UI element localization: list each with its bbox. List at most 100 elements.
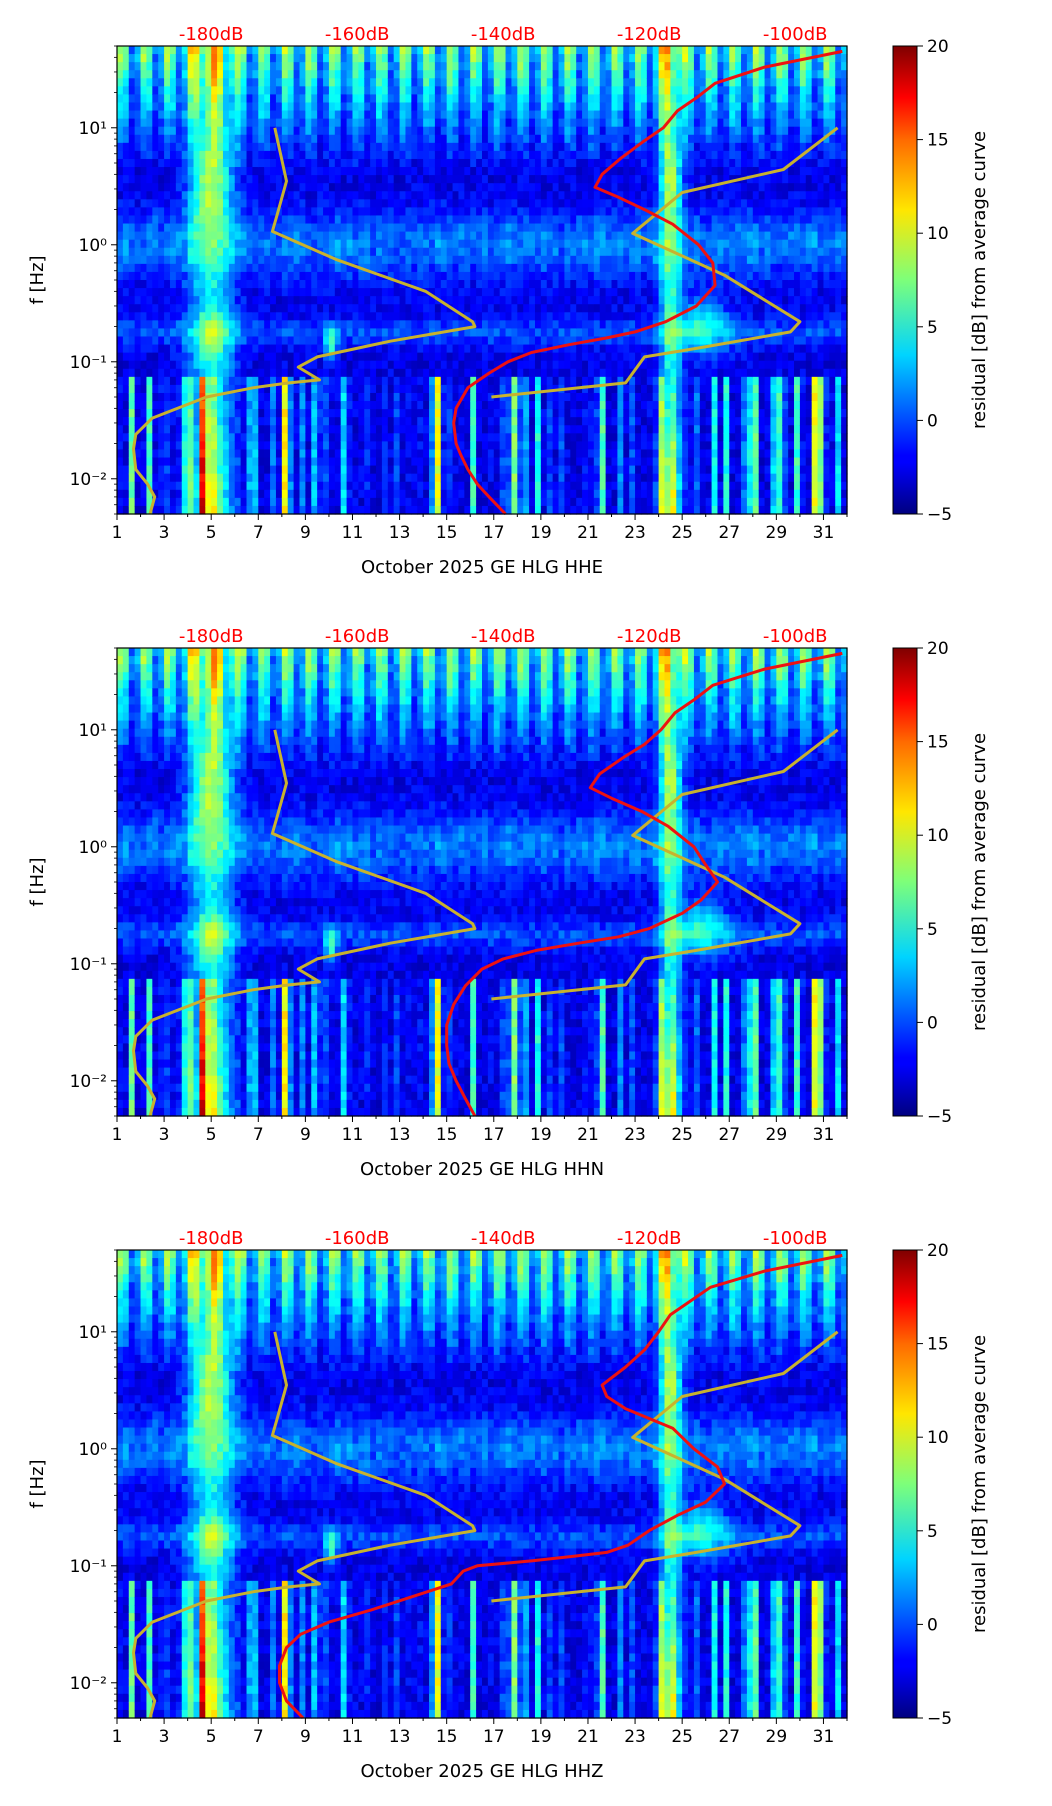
x-tick-label: 31 (813, 1125, 835, 1145)
db-scale-label: -180dB (179, 626, 244, 647)
spectrogram-image (117, 1250, 848, 1719)
x-tick-label: 19 (530, 1125, 552, 1145)
colorbar-tick-label: 15 (927, 733, 949, 753)
colorbar-tick-label: 10 (927, 224, 949, 244)
colorbar-tick-label: 15 (927, 1335, 949, 1355)
y-tick-label: 10¹ (79, 721, 107, 741)
db-scale-labels: -180dB -160dB -140dB -120dB -100dB (179, 24, 828, 45)
x-tick-label: 17 (483, 523, 505, 543)
db-scale-label: -180dB (179, 24, 244, 45)
x-tick-label: 13 (389, 523, 411, 543)
panel-hhe: 1 3 5 7 9 11 13 15 17 19 21 23 25 27 29 31 10⁻²10⁻¹10⁰1… (27, 24, 990, 578)
x-tick-label: 31 (813, 523, 835, 543)
db-scale-label: -160dB (325, 1228, 390, 1249)
x-tick-label: 1 (112, 1727, 123, 1747)
db-scale-label: -180dB (179, 1228, 244, 1249)
db-scale-label: -140dB (471, 626, 536, 647)
colorbar-tick-label: −5 (927, 1709, 952, 1729)
x-tick-label: 3 (159, 523, 170, 543)
colorbar-tick-label: 0 (927, 1615, 938, 1635)
colorbar-tick-label: 5 (927, 318, 938, 338)
x-tick-label: 23 (624, 1727, 646, 1747)
x-tick-label: 1 (112, 523, 123, 543)
x-tick-label: 29 (766, 523, 788, 543)
colorbar-gradient (893, 1250, 917, 1718)
x-tick-label: 7 (253, 1125, 264, 1145)
y-tick-label: 10⁻¹ (70, 955, 107, 975)
x-axis: 1 3 5 7 9 11 13 15 17 19 21 23 25 27 29 31 (112, 1718, 847, 1747)
spectrogram-image (117, 46, 848, 515)
db-scale-label: -100dB (763, 626, 828, 647)
panel-hhz: 1 3 5 7 9 11 13 15 17 19 21 23 25 27 29 31 10⁻²10⁻¹10⁰1… (27, 1228, 990, 1782)
db-scale-label: -120dB (617, 626, 682, 647)
colorbar-tick-label: 15 (927, 131, 949, 151)
db-scale-labels: -180dB -160dB -140dB -120dB -100dB (179, 1228, 828, 1249)
y-tick-label: 10⁰ (79, 236, 108, 256)
y-axis-label: f [Hz] (27, 255, 48, 304)
colorbar-tick-label: 5 (927, 1522, 938, 1542)
x-tick-label: 25 (671, 523, 693, 543)
x-tick-label: 25 (671, 1727, 693, 1747)
db-scale-labels: -180dB -160dB -140dB -120dB -100dB (179, 626, 828, 647)
colorbar-tick-label: 20 (927, 639, 949, 659)
x-tick-label: 21 (577, 1125, 599, 1145)
x-axis: 1 3 5 7 9 11 13 15 17 19 21 23 25 27 29 31 (112, 1116, 847, 1145)
x-tick-label: 5 (206, 523, 217, 543)
x-axis-label: October 2025 GE HLG HHZ (361, 1761, 604, 1782)
db-scale-label: -100dB (763, 24, 828, 45)
x-tick-label: 3 (159, 1125, 170, 1145)
y-tick-label: 10⁻¹ (70, 1557, 107, 1577)
colorbar-tick-label: −5 (927, 1107, 952, 1127)
x-tick-label: 19 (530, 1727, 552, 1747)
y-tick-label: 10⁻¹ (70, 353, 107, 373)
x-tick-label: 27 (718, 1125, 740, 1145)
x-tick-label: 29 (766, 1727, 788, 1747)
x-tick-label: 5 (206, 1125, 217, 1145)
panel-hhn: 1 3 5 7 9 11 13 15 17 19 21 23 25 27 29 31 10⁻²10⁻¹10⁰1… (27, 626, 990, 1180)
x-tick-label: 27 (718, 523, 740, 543)
x-tick-label: 9 (300, 1125, 311, 1145)
x-axis-label: October 2025 GE HLG HHE (361, 557, 603, 578)
x-tick-label: 1 (112, 1125, 123, 1145)
db-scale-label: -140dB (471, 1228, 536, 1249)
colorbar-tick-label: 10 (927, 826, 949, 846)
db-scale-label: -140dB (471, 24, 536, 45)
x-tick-label: 11 (342, 1125, 364, 1145)
db-scale-label: -120dB (617, 24, 682, 45)
colorbar-gradient (893, 46, 917, 514)
x-tick-label: 21 (577, 1727, 599, 1747)
db-scale-label: -160dB (325, 626, 390, 647)
x-tick-label: 9 (300, 523, 311, 543)
colorbar-label: residual [dB] from average curve (969, 1335, 990, 1633)
db-scale-label: -120dB (617, 1228, 682, 1249)
x-tick-label: 17 (483, 1727, 505, 1747)
x-tick-label: 17 (483, 1125, 505, 1145)
y-axis-label: f [Hz] (27, 1459, 48, 1508)
x-tick-label: 11 (342, 523, 364, 543)
x-tick-label: 29 (766, 1125, 788, 1145)
colorbar-label: residual [dB] from average curve (969, 131, 990, 429)
colorbar-tick-label: 0 (927, 1013, 938, 1033)
x-tick-label: 25 (671, 1125, 693, 1145)
db-scale-label: -160dB (325, 24, 390, 45)
x-tick-label: 13 (389, 1727, 411, 1747)
colorbar-label: residual [dB] from average curve (969, 733, 990, 1031)
x-tick-label: 23 (624, 523, 646, 543)
x-tick-label: 9 (300, 1727, 311, 1747)
y-tick-label: 10⁰ (79, 1440, 108, 1460)
x-tick-label: 3 (159, 1727, 170, 1747)
x-axis-label: October 2025 GE HLG HHN (360, 1159, 604, 1180)
x-tick-label: 15 (436, 523, 458, 543)
x-tick-label: 15 (436, 1125, 458, 1145)
colorbar-gradient (893, 648, 917, 1116)
y-axis-label: f [Hz] (27, 857, 48, 906)
x-tick-label: 13 (389, 1125, 411, 1145)
